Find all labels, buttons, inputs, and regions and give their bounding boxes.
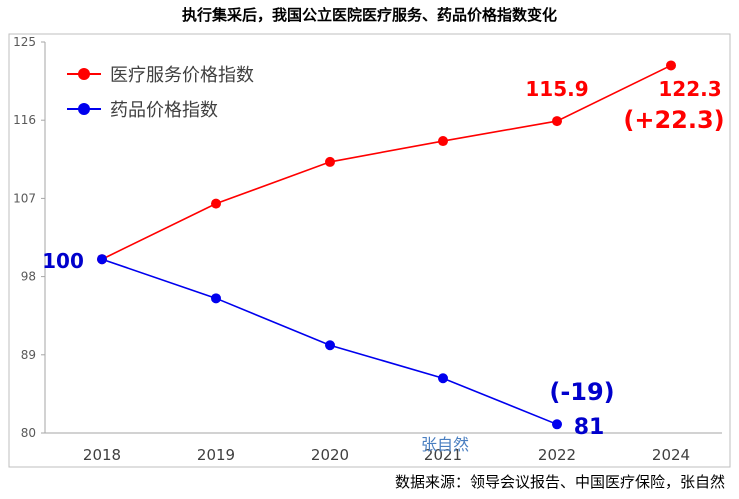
y-tick-label: 125 bbox=[13, 35, 36, 49]
y-tick-label: 89 bbox=[21, 348, 36, 362]
data-annotation: (-19) bbox=[549, 378, 614, 406]
legend-swatch-marker bbox=[78, 68, 90, 80]
data-point bbox=[666, 60, 676, 71]
data-annotation: 100 bbox=[42, 249, 84, 273]
plot-frame bbox=[8, 33, 731, 468]
data-point bbox=[325, 340, 335, 351]
x-tick-label: 2021 bbox=[424, 446, 462, 464]
legend-swatch-marker bbox=[78, 103, 90, 115]
data-annotation: (+22.3) bbox=[623, 106, 724, 134]
y-tick-label: 80 bbox=[21, 426, 36, 440]
data-annotation: 122.3 bbox=[658, 77, 721, 101]
data-point bbox=[97, 254, 107, 265]
data-annotation: 81 bbox=[574, 415, 605, 440]
x-tick-label: 2019 bbox=[197, 446, 235, 464]
watermark: 张自然 bbox=[421, 435, 469, 454]
x-tick-label: 2022 bbox=[538, 446, 576, 464]
data-annotation: 115.9 bbox=[525, 77, 588, 101]
chart-title: 执行集采后，我国公立医院医疗服务、药品价格指数变化 bbox=[181, 6, 557, 24]
data-point bbox=[438, 136, 448, 147]
source-note: 数据来源：领导会议报告、中国医疗保险，张自然 bbox=[394, 473, 725, 491]
y-tick-label: 98 bbox=[21, 270, 36, 284]
data-point bbox=[211, 293, 221, 304]
x-tick-label: 2020 bbox=[311, 446, 349, 464]
data-point bbox=[552, 419, 562, 430]
data-point bbox=[438, 373, 448, 384]
data-point bbox=[325, 156, 335, 167]
y-tick-label: 116 bbox=[13, 113, 36, 127]
data-point bbox=[211, 198, 221, 209]
legend-label: 医疗服务价格指数 bbox=[110, 65, 254, 86]
y-tick-label: 107 bbox=[13, 191, 36, 205]
data-point bbox=[552, 116, 562, 127]
x-tick-label: 2018 bbox=[83, 446, 121, 464]
x-tick-label: 2024 bbox=[652, 446, 690, 464]
legend-label: 药品价格指数 bbox=[110, 100, 218, 121]
series-line-1 bbox=[101, 64, 672, 260]
